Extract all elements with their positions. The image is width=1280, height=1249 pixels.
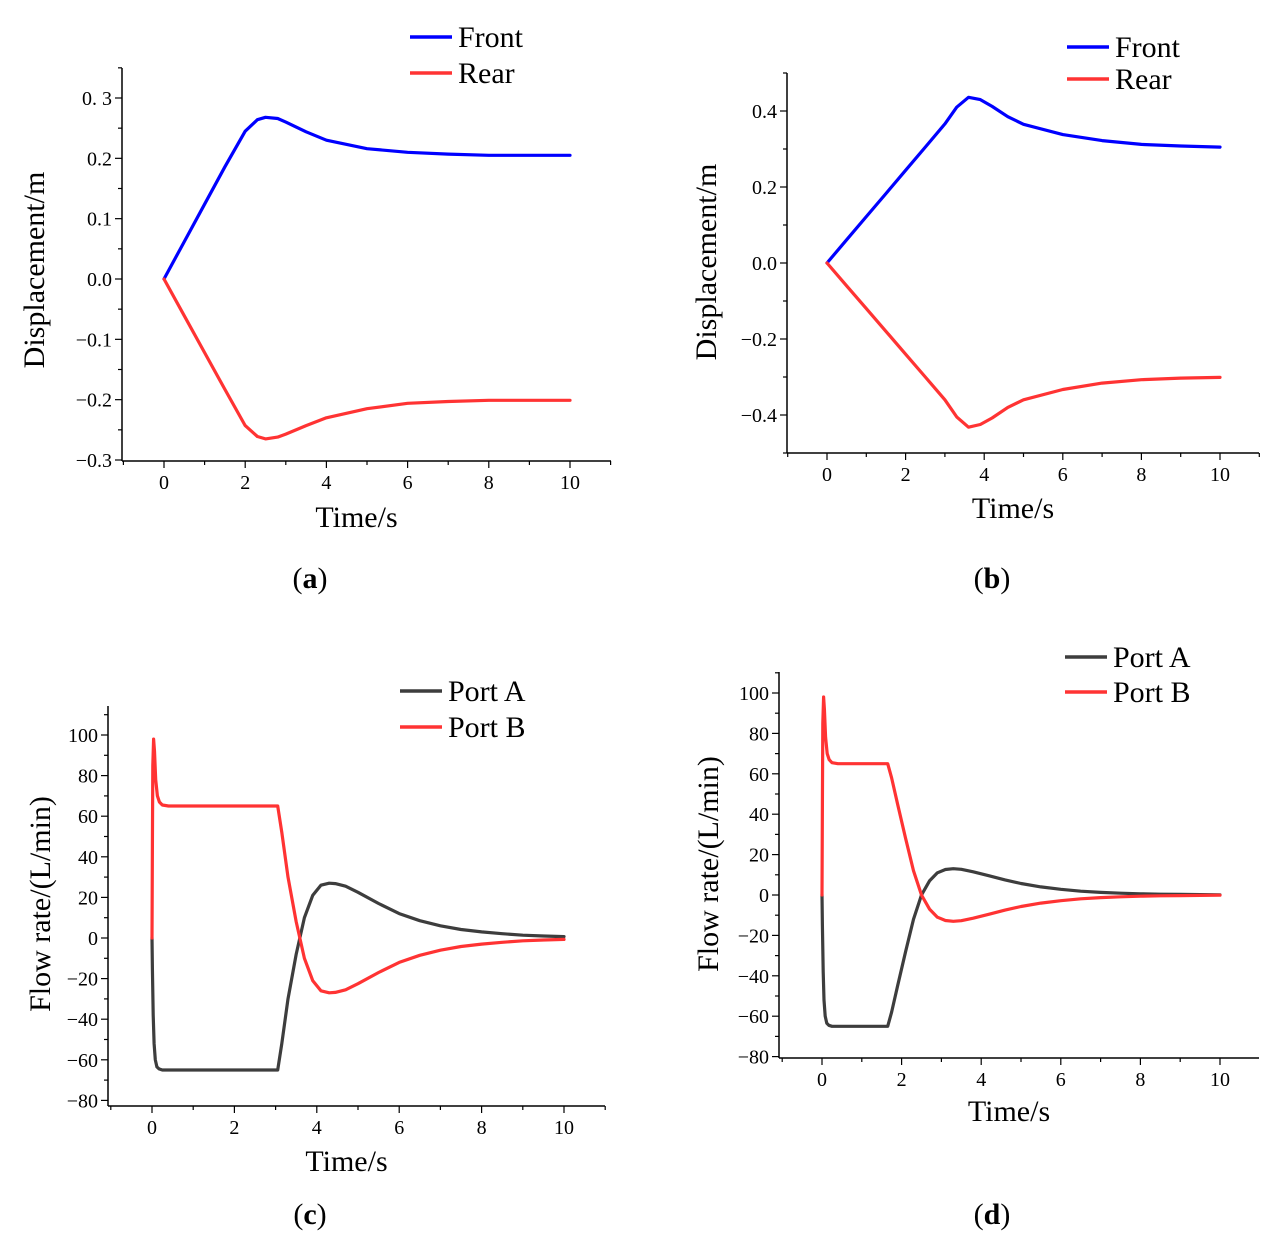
x-axis-title: Time/s	[968, 1095, 1050, 1128]
y-tick-label: 20	[78, 887, 98, 909]
legend-label: Port A	[448, 675, 526, 708]
x-axis-title: Time/s	[305, 1145, 387, 1178]
x-tick-label: 2	[240, 472, 250, 494]
y-tick-label: 100	[68, 725, 98, 747]
x-tick-label: 0	[817, 1069, 827, 1091]
y-tick-label: 100	[739, 683, 769, 705]
x-tick-label: 4	[979, 464, 989, 486]
y-tick-label: 0.1	[87, 209, 112, 231]
x-tick-label: 6	[1056, 1069, 1066, 1091]
x-tick-label: 6	[1058, 464, 1068, 486]
panel-caption: (b)	[974, 562, 1011, 595]
y-tick-label: −60	[67, 1050, 98, 1072]
y-tick-label: −0.2	[741, 329, 777, 351]
y-tick-label: −40	[67, 1009, 98, 1031]
series-line-port-a	[150, 881, 566, 1072]
y-tick-label: −60	[738, 1006, 769, 1028]
y-tick-label: −20	[67, 969, 98, 991]
series-line-rear	[825, 261, 1222, 429]
x-tick-label: 2	[229, 1117, 239, 1139]
x-tick-label: 2	[901, 464, 911, 486]
y-tick-label: 60	[749, 764, 769, 786]
legend-label: Rear	[458, 57, 515, 90]
y-tick-label: 0	[759, 885, 769, 907]
x-tick-label: 8	[477, 1117, 487, 1139]
panel-caption: (a)	[293, 562, 328, 595]
x-tick-label: 0	[159, 472, 169, 494]
y-axis-title: Flow rate/(L/min)	[692, 756, 725, 972]
y-tick-label: 0.4	[752, 101, 777, 123]
x-tick-label: 10	[1210, 1069, 1230, 1091]
legend-label: Front	[1115, 31, 1181, 64]
y-tick-label: −0.2	[76, 390, 112, 412]
x-axis-title: Time/s	[315, 501, 397, 534]
x-tick-label: 4	[321, 472, 331, 494]
chart-panel-d: 0 2 4 6 8 10 −80 −60 −40 −20 0 20 40 60 80 100 Time/s Flo…	[692, 641, 1259, 1231]
legend-label: Port B	[448, 711, 526, 744]
series-line-port-a	[820, 867, 1222, 1028]
y-tick-label: −0.3	[76, 450, 112, 472]
x-tick-label: 10	[554, 1117, 574, 1139]
x-tick-label: 8	[1136, 464, 1146, 486]
y-tick-label: 40	[78, 847, 98, 869]
x-tick-label: 10	[560, 472, 580, 494]
y-tick-label: −80	[67, 1090, 98, 1112]
panel-caption: (d)	[974, 1198, 1011, 1231]
x-axis-title: Time/s	[972, 492, 1054, 525]
y-tick-label: 80	[749, 723, 769, 745]
series-line-rear	[162, 277, 572, 441]
x-tick-label: 10	[1210, 464, 1230, 486]
chart-panel-b: 0 2 4 6 8 10 −0.4 −0.2 0.0 0.2 0.4 Time/s Displaceme…	[690, 31, 1260, 595]
x-tick-label: 0	[147, 1117, 157, 1139]
x-tick-label: 2	[897, 1069, 907, 1091]
y-tick-label: 0. 3	[82, 88, 112, 110]
y-tick-label: 0.0	[752, 253, 777, 275]
y-tick-label: 0.2	[752, 177, 777, 199]
y-tick-label: 20	[749, 845, 769, 867]
x-tick-label: 6	[394, 1117, 404, 1139]
y-tick-label: 40	[749, 804, 769, 826]
x-tick-label: 4	[312, 1117, 322, 1139]
y-tick-label: −0.4	[741, 405, 777, 427]
chart-panel-c: 0 2 4 6 8 10 −80 −60 −40 −20 0 20 40 60 80 100 Time/s Flo…	[24, 675, 606, 1231]
x-tick-label: 0	[822, 464, 832, 486]
x-tick-label: 8	[1135, 1069, 1145, 1091]
y-axis-title: Displacement/m	[690, 164, 723, 361]
legend-label: Front	[458, 21, 524, 54]
series-line-front	[162, 115, 572, 281]
legend-label: Port B	[1113, 676, 1191, 709]
y-tick-label: −40	[738, 966, 769, 988]
y-tick-label: 0	[88, 928, 98, 950]
y-tick-label: 80	[78, 766, 98, 788]
x-tick-label: 8	[484, 472, 494, 494]
series-line-port-b	[820, 695, 1222, 923]
y-axis-title: Flow rate/(L/min)	[24, 796, 57, 1012]
x-tick-label: 4	[976, 1069, 986, 1091]
legend-label: Rear	[1115, 63, 1172, 96]
series-line-port-b	[150, 737, 566, 995]
legend-label: Port A	[1113, 641, 1191, 674]
y-tick-label: −0.1	[76, 329, 112, 351]
x-tick-label: 6	[403, 472, 413, 494]
series-line-front	[825, 95, 1222, 265]
y-tick-label: −80	[738, 1047, 769, 1069]
y-tick-label: 0.0	[87, 269, 112, 291]
y-tick-label: 60	[78, 806, 98, 828]
panel-caption: (c)	[293, 1198, 326, 1231]
chart-panel-a: 0 2 4 6 8 10 −0.3 −0.2 −0.1 0.0 0.1 0.2 0. 3 Time/s Di…	[18, 21, 612, 595]
y-axis-title: Displacement/m	[18, 172, 51, 369]
y-tick-label: −20	[738, 925, 769, 947]
y-tick-label: 0.2	[87, 148, 112, 170]
